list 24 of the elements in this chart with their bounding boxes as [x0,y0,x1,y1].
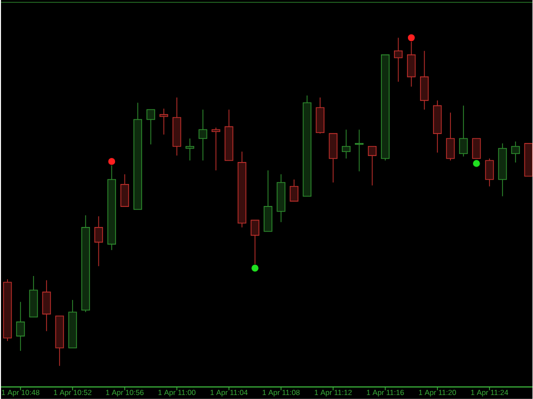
candlestick [420,50,429,110]
candlestick [354,129,364,172]
candlestick [94,216,103,267]
candlestick [16,302,25,352]
point [407,34,416,42]
candlestick [212,127,220,171]
candlestick [81,214,90,313]
candlestick [186,138,194,161]
point [108,158,116,166]
candlestick [498,143,507,197]
point [251,264,259,272]
candlestick [394,37,403,82]
candlestick [446,112,455,161]
candlestick [276,174,286,223]
candlestick [238,151,246,228]
candlestick [3,278,12,342]
candlestick [511,141,520,163]
candlestick [198,109,208,161]
candlestick [433,100,442,154]
candlestick [459,105,468,158]
candlestick [172,97,182,156]
point [472,160,480,168]
candlestick [485,158,494,187]
candlestick [42,280,51,332]
